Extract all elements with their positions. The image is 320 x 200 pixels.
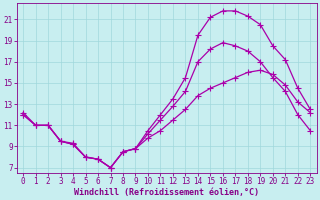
X-axis label: Windchill (Refroidissement éolien,°C): Windchill (Refroidissement éolien,°C) (74, 188, 259, 197)
